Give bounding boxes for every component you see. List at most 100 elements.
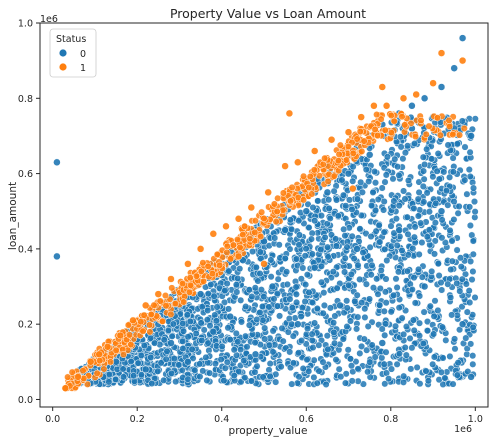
cloud-point	[259, 303, 266, 310]
cloud-point	[456, 203, 463, 210]
edge-point	[179, 280, 186, 287]
cloud-point	[214, 304, 221, 311]
cloud-point	[321, 302, 328, 309]
data-point-series-1	[400, 95, 407, 102]
cloud-point	[366, 296, 373, 303]
data-point-series-1	[265, 189, 272, 196]
edge-point	[309, 191, 316, 198]
cloud-point	[431, 251, 438, 258]
cloud-point	[274, 303, 281, 310]
cloud-point	[394, 242, 401, 249]
cloud-point	[438, 369, 445, 376]
cloud-point	[368, 202, 375, 209]
cloud-point	[304, 325, 311, 332]
cloud-point	[404, 214, 411, 221]
cloud-point	[290, 360, 297, 367]
edge-point	[426, 123, 433, 130]
cloud-point	[415, 213, 422, 220]
cloud-point	[399, 315, 406, 322]
cloud-point	[400, 373, 407, 380]
cloud-point	[463, 281, 470, 288]
cloud-point	[271, 296, 278, 303]
edge-point	[280, 207, 287, 214]
cloud-point	[296, 242, 303, 249]
data-point-series-0	[438, 208, 445, 215]
edge-point	[271, 201, 278, 208]
cloud-point	[266, 304, 273, 311]
cloud-point	[408, 366, 415, 373]
cloud-point	[225, 325, 232, 332]
edge-point	[300, 197, 307, 204]
cloud-point	[360, 249, 367, 256]
data-point-series-1	[155, 291, 162, 298]
cloud-point	[423, 368, 430, 375]
data-point-series-1	[223, 223, 230, 230]
data-point-series-0	[451, 65, 458, 72]
data-point-series-1	[96, 351, 103, 358]
cloud-point	[439, 324, 446, 331]
cloud-point	[258, 286, 265, 293]
cloud-point	[388, 223, 395, 230]
cloud-point	[309, 230, 316, 237]
edge-point	[187, 274, 194, 281]
cloud-point	[470, 324, 477, 331]
cloud-point	[355, 378, 362, 385]
edge-point	[456, 132, 463, 139]
cloud-point	[472, 294, 479, 301]
edge-point	[311, 167, 318, 174]
cloud-point	[448, 266, 455, 273]
cloud-point	[327, 305, 334, 312]
edge-point	[187, 282, 194, 289]
cloud-point	[399, 247, 406, 254]
edge-point	[402, 122, 409, 129]
cloud-point	[404, 143, 411, 150]
edge-point	[141, 312, 148, 319]
cloud-point	[293, 291, 300, 298]
cloud-point	[120, 366, 127, 373]
cloud-point	[344, 244, 351, 251]
cloud-point	[315, 198, 322, 205]
cloud-point	[330, 319, 337, 326]
cloud-point	[357, 179, 364, 186]
cloud-point	[298, 337, 305, 344]
cloud-point	[302, 253, 309, 260]
cloud-point	[339, 177, 346, 184]
cloud-point	[280, 338, 287, 345]
cloud-point	[304, 356, 311, 363]
cloud-point	[213, 318, 220, 325]
data-point-series-1	[379, 84, 386, 91]
cloud-point	[120, 374, 127, 381]
x-tick-label: 0.6	[299, 414, 314, 425]
cloud-point	[164, 348, 171, 355]
cloud-point	[392, 156, 399, 163]
cloud-point	[420, 154, 427, 161]
cloud-point	[311, 374, 318, 381]
cloud-point	[436, 272, 443, 279]
cloud-point	[271, 235, 278, 242]
cloud-point	[426, 227, 433, 234]
cloud-point	[402, 196, 409, 203]
cloud-point	[287, 296, 294, 303]
cloud-point	[412, 300, 419, 307]
cloud-point	[222, 365, 229, 372]
data-point-series-1	[459, 57, 466, 64]
cloud-point	[466, 204, 473, 211]
cloud-point	[348, 362, 355, 369]
cloud-point	[428, 156, 435, 163]
cloud-point	[470, 238, 477, 245]
cloud-point	[347, 356, 354, 363]
cloud-point	[225, 306, 232, 313]
cloud-point	[244, 344, 251, 351]
cloud-point	[426, 208, 433, 215]
data-point-series-0	[142, 366, 149, 373]
edge-point	[214, 251, 221, 258]
cloud-point	[254, 363, 261, 370]
cloud-point	[472, 208, 479, 215]
edge-point	[169, 285, 176, 292]
cloud-point	[379, 355, 386, 362]
cloud-point	[469, 276, 476, 283]
cloud-point	[412, 224, 419, 231]
edge-point	[372, 126, 379, 133]
x-tick-label: 0.2	[130, 414, 145, 425]
edge-point	[94, 370, 101, 377]
